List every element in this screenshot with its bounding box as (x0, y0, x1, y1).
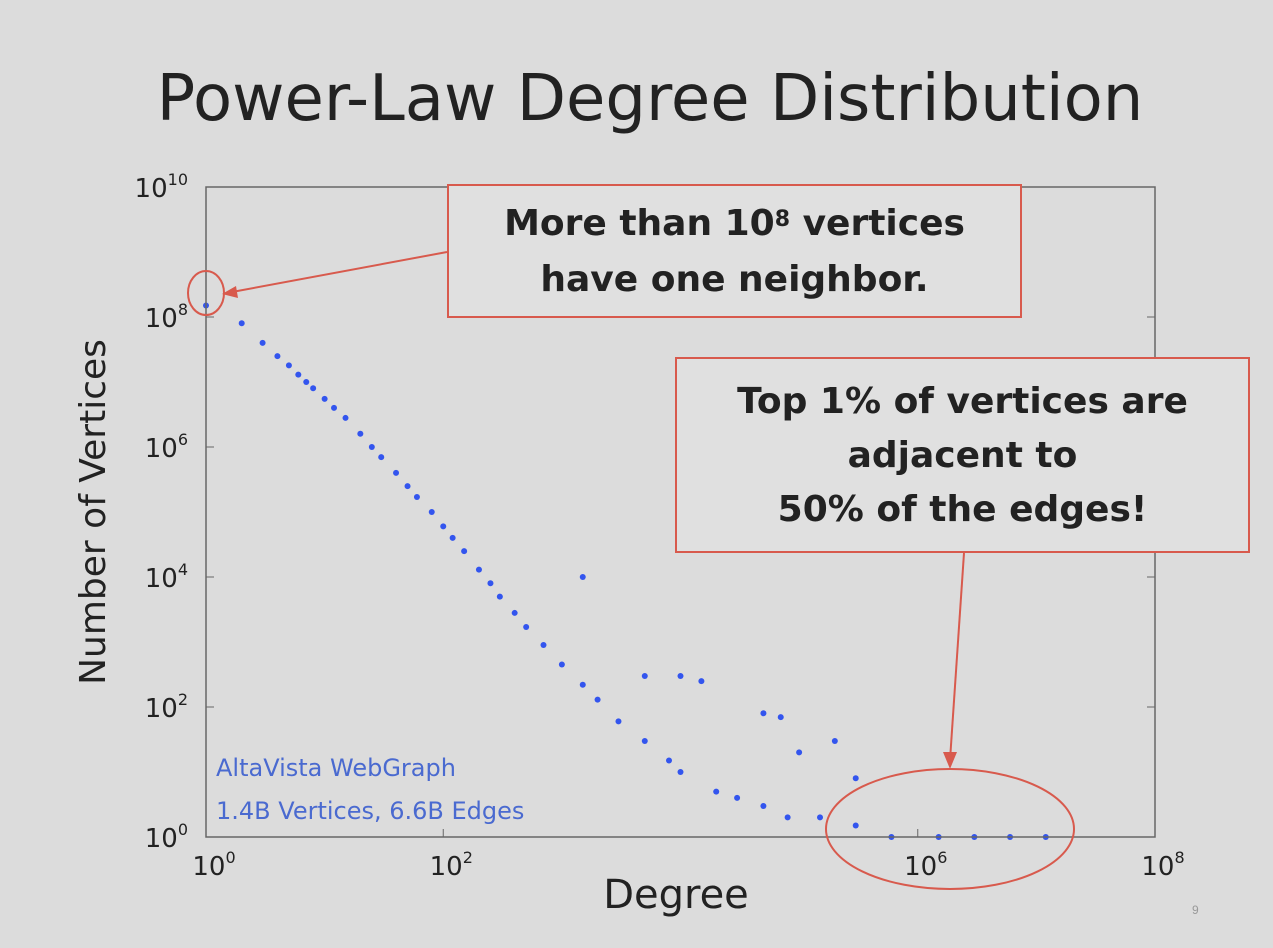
data-point (378, 454, 385, 461)
data-point (594, 696, 601, 703)
callout-one-neighbor: More than 108 vertices have one neighbor… (447, 184, 1022, 318)
data-point (475, 566, 482, 573)
data-point (357, 430, 364, 437)
data-point (487, 580, 494, 587)
arrow-top-head (222, 286, 238, 298)
callout-text-prefix: More than 10 (504, 203, 775, 244)
data-point (523, 624, 530, 631)
data-point (760, 802, 767, 809)
data-point (641, 737, 648, 744)
data-point (413, 494, 420, 501)
data-point (760, 710, 767, 717)
data-point (428, 509, 435, 515)
data-point (496, 593, 503, 600)
arrow-bottom (949, 552, 965, 761)
data-point (852, 822, 859, 829)
data-point (734, 794, 741, 801)
data-point (342, 414, 349, 421)
data-point (698, 678, 705, 685)
x-tick-label: 106 (904, 848, 947, 882)
data-point (285, 362, 292, 369)
data-point (303, 379, 310, 385)
data-point (368, 444, 375, 450)
data-point (615, 718, 622, 725)
callout-line-1: Top 1% of vertices are (737, 381, 1188, 422)
slide-title: Power-Law Degree Distribution (156, 62, 1144, 136)
data-point (677, 672, 684, 679)
data-point (677, 769, 684, 775)
data-point (579, 574, 586, 580)
data-point (274, 353, 281, 360)
y-tick-label: 106 (145, 430, 188, 464)
y-tick-label: 1010 (135, 170, 188, 204)
data-point (817, 814, 824, 821)
data-point (641, 672, 648, 679)
callout-line-2: adjacent to (847, 435, 1078, 476)
data-point (777, 714, 784, 721)
data-point (259, 339, 266, 346)
dataset-name: AltaVista WebGraph (216, 754, 456, 782)
data-point (784, 814, 791, 821)
x-tick-label: 100 (192, 848, 235, 882)
ticks-layer: 100 102 106 108 100 102 104 106 108 1010 (135, 170, 1185, 882)
data-point (852, 775, 859, 782)
data-point (440, 523, 447, 530)
page-number: 9 (1192, 903, 1199, 917)
data-point (579, 681, 586, 688)
x-axis-label: Degree (603, 872, 749, 918)
callout-top-vertices: Top 1% of vertices are adjacent to 50% o… (675, 357, 1250, 553)
points-layer (203, 302, 1049, 840)
data-point (310, 385, 317, 392)
data-point (461, 548, 468, 555)
data-point (831, 737, 838, 744)
data-point (295, 371, 302, 378)
callout-text-suffix: vertices (790, 203, 965, 244)
data-point (666, 757, 673, 764)
data-point (796, 749, 803, 756)
data-point (558, 661, 565, 668)
data-point (321, 395, 328, 402)
callout-line-3: 50% of the edges! (777, 489, 1148, 530)
highlight-ellipse-bottom (825, 768, 1075, 890)
y-tick-label: 108 (145, 300, 188, 334)
y-tick-label: 102 (145, 690, 188, 724)
y-tick-label: 100 (145, 820, 188, 854)
x-tick-label: 108 (1141, 848, 1184, 882)
data-point (238, 320, 245, 327)
y-tick-label: 104 (145, 560, 188, 594)
callout-text-sup: 8 (774, 207, 791, 232)
data-point (540, 641, 547, 648)
arrow-bottom-head (943, 752, 957, 769)
data-point (713, 788, 720, 795)
x-tick-label: 102 (430, 848, 473, 882)
data-point (449, 534, 456, 541)
data-point (404, 483, 411, 490)
data-point (331, 404, 338, 411)
data-point (511, 609, 518, 616)
y-axis-label: Number of Vertices (73, 339, 114, 685)
arrow-top (231, 251, 448, 293)
callout-text-line2: have one neighbor. (540, 259, 929, 300)
dataset-stats: 1.4B Vertices, 6.6B Edges (216, 797, 525, 825)
data-point (393, 469, 400, 476)
